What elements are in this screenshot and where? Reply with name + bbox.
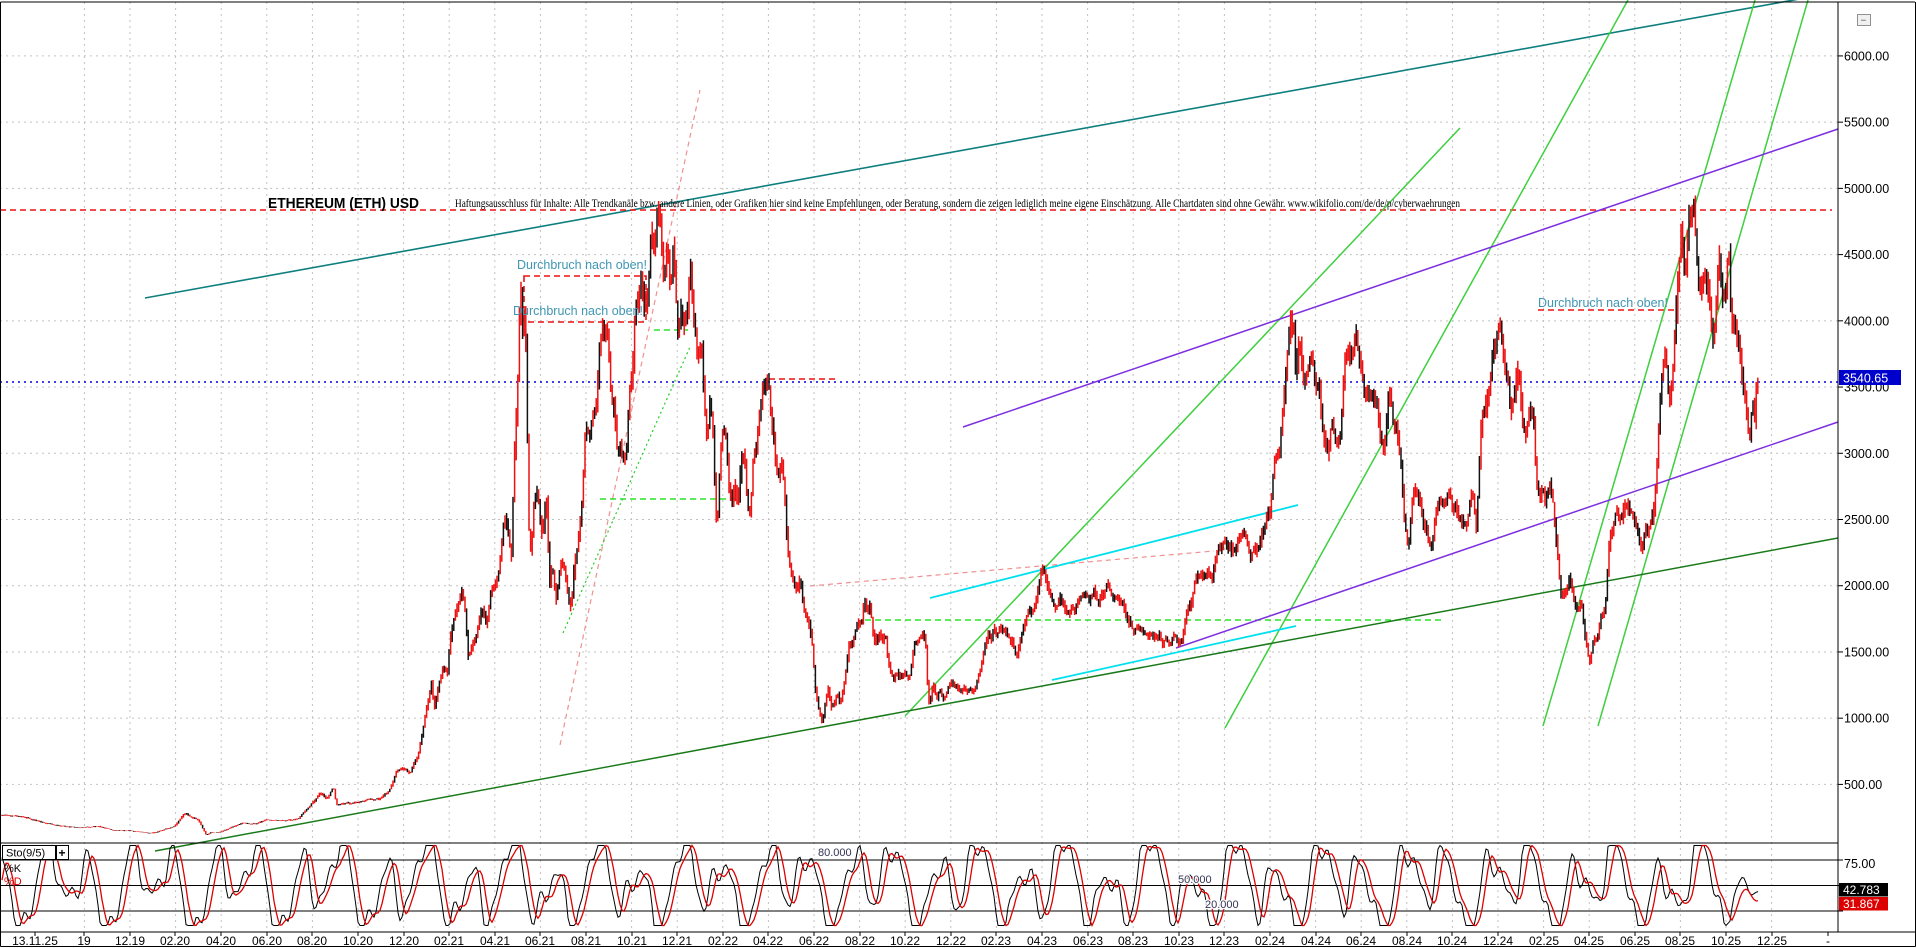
candles-red <box>0 195 1759 835</box>
x-axis-label: 02.23 <box>981 934 1011 948</box>
x-axis-label: 04.23 <box>1027 934 1057 948</box>
current-price-badge: 3540.65 <box>1839 370 1901 386</box>
x-axis-label: 12.21 <box>662 934 692 948</box>
x-axis-label: 06.25 <box>1620 934 1650 948</box>
k-value-badge: 42.783 <box>1839 883 1888 897</box>
x-axis-label: 12.20 <box>389 934 419 948</box>
x-axis-label: 10.23 <box>1164 934 1194 948</box>
x-axis-label: 13.11.25 <box>12 934 58 948</box>
osc-level-50-label: 50.000 <box>1178 874 1212 886</box>
annotation-breakout-1: Durchbruch nach oben! <box>517 257 647 272</box>
x-axis-label: 08.25 <box>1665 934 1695 948</box>
y-axis-label: 5500.00 <box>1844 116 1889 130</box>
plus-icon: + <box>59 846 66 860</box>
pink-shallow <box>809 550 1215 587</box>
y-axis-label: 4500.00 <box>1844 248 1889 262</box>
d-value-badge: 31.867 <box>1839 897 1888 911</box>
y-axis-label: 1000.00 <box>1844 712 1889 726</box>
cyan-upper <box>929 504 1299 599</box>
y-axis-label: 5000.00 <box>1844 182 1889 196</box>
x-axis-label: 06.20 <box>252 934 282 948</box>
lightgreen-steep-b <box>1224 0 1629 729</box>
osc-level-20-label: 20.000 <box>1205 899 1239 911</box>
y-axis-label: 3000.00 <box>1844 447 1889 461</box>
x-axis-label: 08.21 <box>571 934 601 948</box>
violet-upper <box>962 128 1839 428</box>
x-axis-label: 04.24 <box>1301 934 1331 948</box>
x-axis-label: 04.22 <box>753 934 783 948</box>
x-axis-label: 04.21 <box>480 934 510 948</box>
y-axis-label: 2500.00 <box>1844 513 1889 527</box>
cyan-lower <box>1051 625 1297 681</box>
violet-lower <box>1175 421 1839 649</box>
x-axis-label: 02.25 <box>1529 934 1559 948</box>
x-axis-label: 02.22 <box>708 934 738 948</box>
x-axis-label: 12.23 <box>1209 934 1239 948</box>
osc-axis-75-label: 75.00 <box>1844 857 1875 871</box>
y-axis-label: 2000.00 <box>1844 579 1889 593</box>
indicator-add-button[interactable]: + <box>56 845 69 861</box>
k-series-label: %K <box>4 863 22 875</box>
x-axis-label: 12.25 <box>1757 934 1787 948</box>
minimize-button[interactable]: − <box>1857 14 1871 27</box>
teal-long-channel <box>144 0 1799 299</box>
k-value: 42.783 <box>1843 883 1880 897</box>
d-value: 31.867 <box>1843 897 1880 911</box>
y-axis-label: 1500.00 <box>1844 645 1889 659</box>
x-axis-label: 10.20 <box>343 934 373 948</box>
x-axis-label: 06.24 <box>1346 934 1376 948</box>
trendline-layer <box>0 0 1839 852</box>
x-axis-label: 08.24 <box>1392 934 1422 948</box>
minimize-icon: − <box>1861 16 1867 27</box>
x-axis-label: 08.23 <box>1118 934 1148 948</box>
stochastic-name: Sto(9/5) <box>6 848 45 860</box>
green-dot-diagonal <box>562 346 691 634</box>
x-axis-label: 12.24 <box>1483 934 1513 948</box>
stochastic-k-line <box>1 844 1759 927</box>
lightgreen-steep-d <box>1597 0 1809 727</box>
x-axis-label: 12.22 <box>936 934 966 948</box>
x-axis-label: 12.19 <box>115 934 145 948</box>
x-axis-label: 08.20 <box>297 934 327 948</box>
stochastic-d-line <box>1 844 1759 928</box>
x-axis-label: 02.20 <box>160 934 190 948</box>
y-axis-label: 500.00 <box>1844 778 1882 792</box>
x-axis-label: 08.22 <box>845 934 875 948</box>
x-axis-label: 06.23 <box>1073 934 1103 948</box>
lightgreen-steep-c <box>1542 0 1756 727</box>
darkgreen-support <box>154 537 1839 852</box>
x-axis-label: 19 <box>77 934 91 948</box>
annotation-breakout-2: Durchbruch nach oben! <box>513 303 643 318</box>
x-axis-label: 02.21 <box>434 934 464 948</box>
y-axis-label: 6000.00 <box>1844 49 1889 63</box>
lightgreen-steep-a <box>904 127 1461 717</box>
x-axis-label: 10.24 <box>1437 934 1467 948</box>
x-axis-label: 10.21 <box>617 934 647 948</box>
x-axis-label: 04.25 <box>1574 934 1604 948</box>
page-title: ETHEREUM (ETH) USD <box>268 196 419 212</box>
x-axis-label: - <box>1826 934 1830 948</box>
annotation-breakout-3: Durchbruch nach oben! <box>1538 295 1668 310</box>
x-axis-label: 10.22 <box>890 934 920 948</box>
x-axis-label: 06.21 <box>525 934 555 948</box>
y-axis-label: 4000.00 <box>1844 314 1889 328</box>
x-axis-label: 06.22 <box>799 934 829 948</box>
disclaimer-text: Haftungsausschluss für Inhalte: Alle Tre… <box>455 198 1460 210</box>
osc-level-80-label: 80.000 <box>818 847 852 859</box>
stochastic-indicator-label[interactable]: Sto(9/5) <box>2 845 56 860</box>
price-series-layer <box>0 195 1759 835</box>
current-price-value: 3540.65 <box>1843 372 1888 386</box>
oscillator-layer <box>0 844 1838 928</box>
candles-black <box>3 198 1754 835</box>
x-axis-label: 04.20 <box>206 934 236 948</box>
d-series-label: %D <box>4 876 22 888</box>
x-axis-label: 02.24 <box>1255 934 1285 948</box>
x-axis-label: 10.25 <box>1711 934 1741 948</box>
grid-layer <box>0 2 1838 932</box>
